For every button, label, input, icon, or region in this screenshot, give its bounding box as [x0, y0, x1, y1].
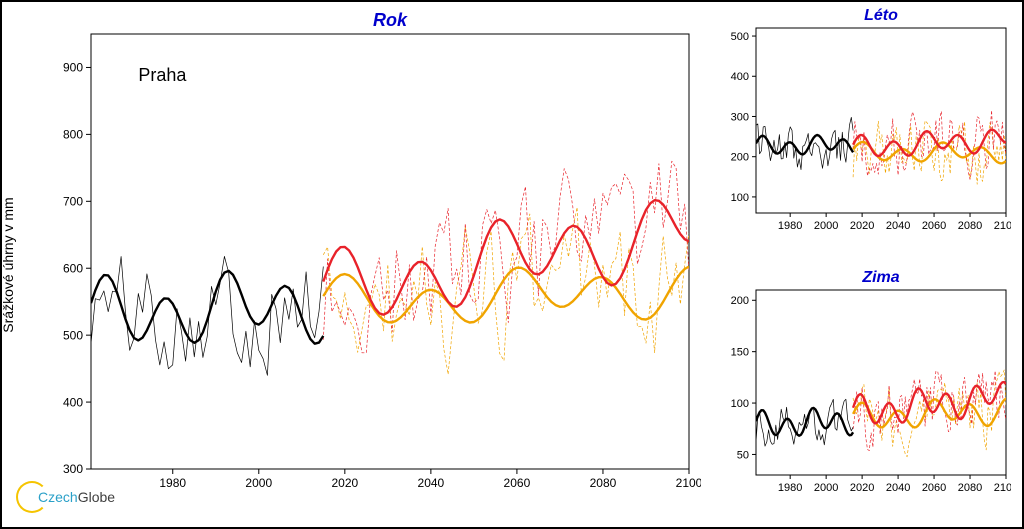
chart-rok: Rok 1980 2000 2020 2040 2060 2080 2100 300 400 500… — [6, 6, 701, 511]
y-tick-label: 200 — [731, 295, 749, 307]
y-tick-label: 100 — [731, 397, 749, 409]
x-tick-label: 2060 — [922, 482, 946, 494]
x-tick-label: 2020 — [331, 476, 358, 490]
y-tick-label: 50 — [737, 449, 749, 461]
series-rcp85-smooth — [323, 200, 689, 315]
x-tick-label: 2080 — [590, 476, 617, 490]
series-observed-smooth — [91, 271, 323, 344]
panel-zima: Zima 1980 2000 2020 2040 2060 2080 2100 50 100 150… — [711, 268, 1011, 524]
station-label: Praha — [138, 65, 187, 85]
x-tick-label: 2040 — [886, 482, 910, 494]
chart-leto: Léto 1980 2000 2020 2040 2060 2080 2100 100 200 30… — [711, 6, 1011, 254]
panel-title: Rok — [373, 10, 408, 30]
x-tick-label: 2080 — [958, 482, 982, 494]
x-tick-label: 2000 — [814, 220, 838, 232]
x-tick-label: 2060 — [504, 476, 531, 490]
chart-frame: Rok 1980 2000 2020 2040 2060 2080 2100 300 400 500… — [0, 0, 1024, 529]
panel-leto: Léto 1980 2000 2020 2040 2060 2080 2100 100 200 30… — [711, 6, 1011, 262]
y-tick-label: 900 — [63, 61, 83, 75]
x-tick-label: 1980 — [778, 482, 802, 494]
x-tick-label: 2100 — [676, 476, 701, 490]
grid-layout: Rok 1980 2000 2020 2040 2060 2080 2100 300 400 500… — [6, 6, 1014, 523]
y-tick-label: 200 — [731, 152, 749, 164]
series-observed-yearly — [756, 399, 853, 446]
x-tick-label: 2000 — [245, 476, 272, 490]
x-tick-label: 2040 — [418, 476, 445, 490]
x-tick-label: 1980 — [159, 476, 186, 490]
x-tick-label: 2100 — [994, 482, 1011, 494]
y-tick-label: 800 — [63, 128, 83, 142]
y-tick-label: 100 — [731, 192, 749, 204]
logo-text-czech: Czech — [38, 489, 78, 505]
plot-box — [756, 290, 1006, 475]
x-tick-label: 2080 — [958, 220, 982, 232]
y-tick-label: 150 — [731, 346, 749, 358]
plot-box — [91, 34, 689, 469]
chart-zima: Zima 1980 2000 2020 2040 2060 2080 2100 50 100 150… — [711, 268, 1011, 516]
series-observed-smooth — [756, 407, 853, 435]
x-tick-label: 2000 — [814, 482, 838, 494]
x-tick-label: 2020 — [850, 220, 874, 232]
x-tick-label: 2060 — [922, 220, 946, 232]
x-tick-label: 1980 — [778, 220, 802, 232]
logo-czechglobe: CzechGlobe — [16, 481, 115, 513]
panel-title: Léto — [864, 7, 898, 24]
y-tick-label: 600 — [63, 261, 83, 275]
y-tick-label: 500 — [731, 31, 749, 43]
right-column: Léto 1980 2000 2020 2040 2060 2080 2100 100 200 30… — [711, 6, 1011, 523]
x-tick-label: 2040 — [886, 220, 910, 232]
series-rcp45-yearly — [323, 207, 689, 374]
y-tick-label: 700 — [63, 195, 83, 209]
x-tick-label: 2100 — [994, 220, 1011, 232]
y-tick-label: 300 — [731, 111, 749, 123]
y-axis-label: Srážkové úhrny v mm — [0, 197, 16, 332]
series-observed-yearly — [91, 256, 323, 375]
y-tick-label: 400 — [731, 71, 749, 83]
x-tick-label: 2020 — [850, 482, 874, 494]
plot-box — [756, 28, 1006, 213]
y-tick-label: 400 — [63, 395, 83, 409]
y-tick-label: 300 — [63, 462, 83, 476]
panel-rok: Rok 1980 2000 2020 2040 2060 2080 2100 300 400 500… — [6, 6, 701, 523]
logo-text-globe: Globe — [78, 489, 115, 505]
y-tick-label: 500 — [63, 328, 83, 342]
panel-title: Zima — [861, 269, 899, 286]
series-rcp45-smooth — [323, 267, 689, 323]
